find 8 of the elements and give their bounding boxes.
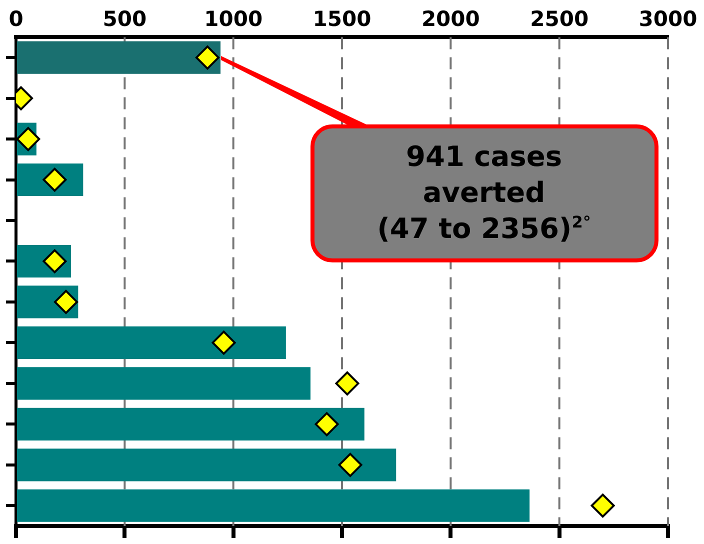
x-tick-label: 500 <box>102 7 147 32</box>
x-tick-label: 2500 <box>530 7 589 32</box>
x-tick-label: 3000 <box>638 7 698 32</box>
annotation: 941 cases averted (47 to 2356)$^{2°}$ <box>377 139 591 247</box>
x-tick-label: 1500 <box>312 7 372 32</box>
x-tick-label: 1000 <box>204 7 263 32</box>
x-tick-label: 2000 <box>421 7 480 32</box>
x-tick-label: 0 <box>8 7 24 32</box>
